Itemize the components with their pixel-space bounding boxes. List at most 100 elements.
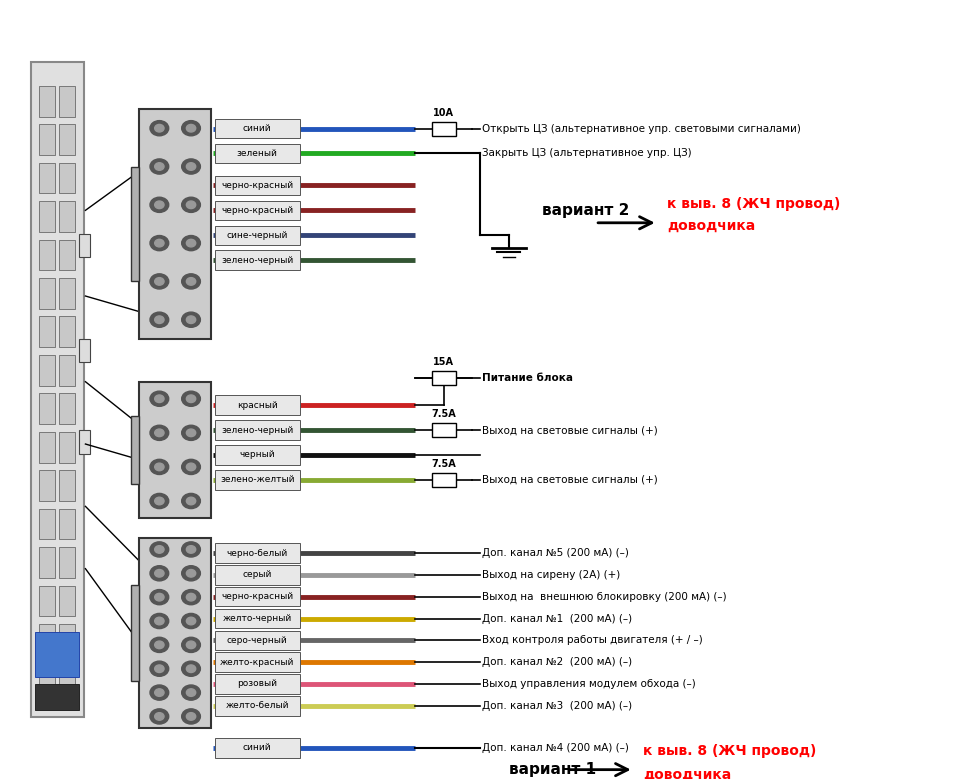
Circle shape xyxy=(155,463,164,471)
Circle shape xyxy=(150,685,169,700)
Circle shape xyxy=(155,429,164,436)
Circle shape xyxy=(155,277,164,285)
Text: Вход контроля работы двигателя (+ / –): Вход контроля работы двигателя (+ / –) xyxy=(482,636,703,645)
Bar xyxy=(215,544,300,562)
Bar xyxy=(215,470,300,490)
Bar xyxy=(431,122,455,136)
Circle shape xyxy=(186,395,196,403)
Bar xyxy=(139,382,211,518)
Bar xyxy=(39,624,55,655)
Circle shape xyxy=(186,497,196,505)
Text: Открыть ЦЗ (альтернативное упр. световыми сигналами): Открыть ЦЗ (альтернативное упр. световым… xyxy=(482,124,801,133)
Circle shape xyxy=(155,239,164,247)
Bar xyxy=(79,234,90,257)
Text: серый: серый xyxy=(243,570,272,580)
Text: Выход на  внешнюю блокировку (200 мА) (–): Выход на внешнюю блокировку (200 мА) (–) xyxy=(482,592,727,601)
Text: 7.5A: 7.5A xyxy=(431,409,456,419)
Text: к выв. 8 (ЖЧ провод): к выв. 8 (ЖЧ провод) xyxy=(643,744,817,758)
Circle shape xyxy=(155,497,164,505)
Text: красный: красный xyxy=(237,400,277,410)
Bar xyxy=(215,119,300,139)
Text: Выход на световые сигналы (+): Выход на световые сигналы (+) xyxy=(482,425,658,435)
Bar xyxy=(431,473,455,487)
Text: желто-черный: желто-черный xyxy=(223,614,292,623)
Circle shape xyxy=(155,545,164,553)
Text: Доп. канал №2  (200 мА) (–): Доп. канал №2 (200 мА) (–) xyxy=(482,657,632,667)
Text: Выход на световые сигналы (+): Выход на световые сигналы (+) xyxy=(482,475,658,485)
Text: 15A: 15A xyxy=(433,357,454,367)
Circle shape xyxy=(150,235,169,251)
Circle shape xyxy=(150,460,169,474)
Circle shape xyxy=(150,312,169,327)
Circle shape xyxy=(150,566,169,581)
Bar xyxy=(215,587,300,606)
Text: зелено-черный: зелено-черный xyxy=(221,425,294,435)
Bar xyxy=(215,566,300,584)
Circle shape xyxy=(181,613,201,629)
Circle shape xyxy=(186,713,196,721)
Text: желто-красный: желто-красный xyxy=(220,657,295,667)
Bar xyxy=(215,143,300,163)
Circle shape xyxy=(181,121,201,136)
Bar xyxy=(215,674,300,694)
Text: черно-красный: черно-красный xyxy=(221,592,294,601)
Bar xyxy=(39,278,55,308)
Bar xyxy=(215,226,300,245)
Bar xyxy=(215,609,300,628)
Circle shape xyxy=(186,277,196,285)
Text: Доп. канал №3  (200 мА) (–): Доп. канал №3 (200 мА) (–) xyxy=(482,701,632,710)
Bar xyxy=(39,163,55,193)
Circle shape xyxy=(181,661,201,676)
Bar xyxy=(39,355,55,386)
Circle shape xyxy=(186,201,196,209)
Bar xyxy=(215,696,300,715)
Text: вариант 1: вариант 1 xyxy=(509,762,596,777)
Text: синий: синий xyxy=(243,743,272,753)
Circle shape xyxy=(150,613,169,629)
Text: доводчика: доводчика xyxy=(667,219,756,233)
Circle shape xyxy=(181,425,201,440)
Bar xyxy=(131,167,139,281)
Circle shape xyxy=(150,493,169,509)
Circle shape xyxy=(150,590,169,605)
Bar xyxy=(39,509,55,539)
Text: Доп. канал №5 (200 мА) (–): Доп. канал №5 (200 мА) (–) xyxy=(482,548,629,558)
Bar xyxy=(139,538,211,728)
Circle shape xyxy=(155,201,164,209)
Bar xyxy=(60,471,75,501)
Bar xyxy=(60,432,75,463)
Bar xyxy=(60,393,75,424)
Circle shape xyxy=(155,395,164,403)
Circle shape xyxy=(181,685,201,700)
Bar xyxy=(39,471,55,501)
Circle shape xyxy=(150,542,169,557)
Circle shape xyxy=(150,159,169,174)
Bar xyxy=(39,86,55,117)
Bar xyxy=(60,624,75,655)
Circle shape xyxy=(186,163,196,171)
Text: розовый: розовый xyxy=(237,679,277,689)
Circle shape xyxy=(150,425,169,440)
Bar xyxy=(60,547,75,578)
Text: зелено-желтый: зелено-желтый xyxy=(220,475,295,485)
Circle shape xyxy=(186,239,196,247)
Circle shape xyxy=(155,569,164,577)
Circle shape xyxy=(155,163,164,171)
Circle shape xyxy=(186,641,196,649)
Text: Доп. канал №4 (200 мА) (–): Доп. канал №4 (200 мА) (–) xyxy=(482,743,629,753)
Bar xyxy=(431,371,455,385)
Bar xyxy=(60,662,75,693)
Circle shape xyxy=(150,274,169,289)
Bar xyxy=(39,547,55,578)
Circle shape xyxy=(186,569,196,577)
Circle shape xyxy=(181,197,201,213)
Circle shape xyxy=(150,197,169,213)
Circle shape xyxy=(181,159,201,174)
Bar xyxy=(215,176,300,196)
Text: серо-черный: серо-черный xyxy=(227,636,288,645)
Text: вариант 2: вариант 2 xyxy=(542,203,630,218)
Circle shape xyxy=(155,641,164,649)
Bar xyxy=(39,240,55,270)
Circle shape xyxy=(186,545,196,553)
Circle shape xyxy=(181,235,201,251)
